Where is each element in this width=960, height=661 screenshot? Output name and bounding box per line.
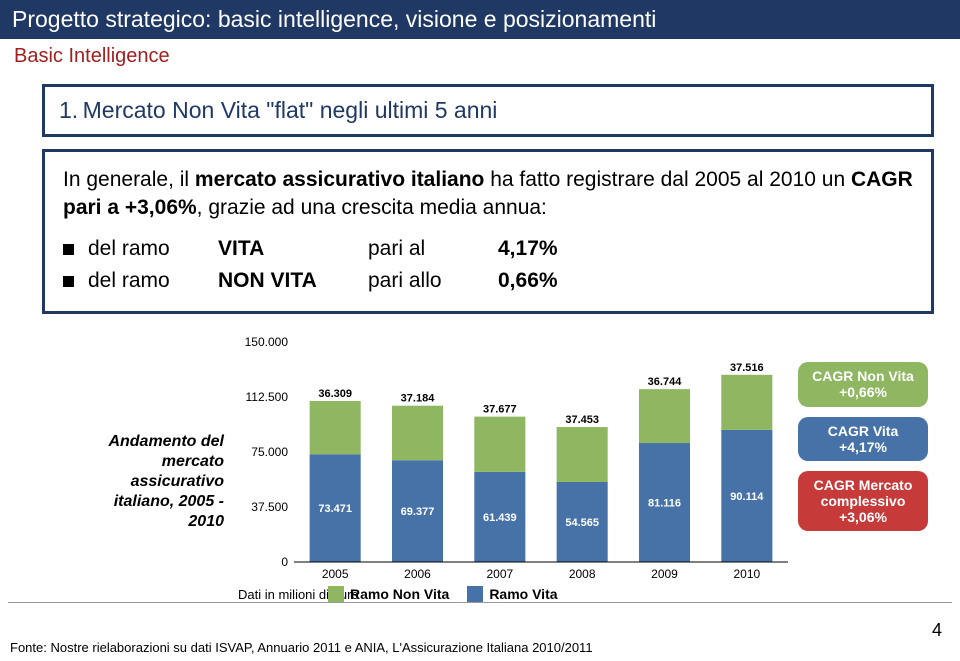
svg-text:37.677: 37.677 [483, 404, 517, 416]
chart-caption: Andamento del mercato assicurativo itali… [38, 332, 238, 532]
bullet-row: del ramoNON VITApari allo0,66% [63, 265, 913, 297]
svg-text:81.116: 81.116 [648, 498, 681, 510]
legend-label-nonvita: Ramo Non Vita [350, 586, 449, 602]
section-heading: Mercato Non Vita "flat" negli ultimi 5 a… [83, 97, 498, 123]
svg-text:69.377: 69.377 [401, 506, 435, 518]
svg-text:112.500: 112.500 [246, 390, 289, 404]
svg-text:37.184: 37.184 [401, 393, 436, 405]
svg-text:2006: 2006 [404, 567, 431, 581]
page-title: Progetto strategico: basic intelligence,… [0, 0, 960, 39]
page-number: 4 [932, 620, 942, 641]
body-text-box: In generale, il mercato assicurativo ita… [42, 149, 934, 314]
legend-item-nonvita: Ramo Non Vita [328, 586, 449, 602]
svg-text:36.309: 36.309 [318, 388, 352, 400]
legend-swatch-nonvita [328, 586, 344, 602]
caption-l3: assicurativo [131, 473, 224, 490]
svg-text:73.471: 73.471 [318, 503, 352, 515]
svg-text:2009: 2009 [651, 567, 678, 581]
lead-pre: In generale, il [63, 168, 195, 191]
svg-text:37.453: 37.453 [565, 414, 599, 426]
lead-b1: mercato assicurativo italiano [195, 168, 484, 191]
lead-paragraph: In generale, il mercato assicurativo ita… [63, 166, 913, 223]
svg-text:37.500: 37.500 [251, 500, 288, 514]
bullet-c2: NON VITA [218, 267, 368, 295]
section-heading-box: 1. Mercato Non Vita "flat" negli ultimi … [42, 84, 934, 137]
caption-l4: italiano, 2005 - [114, 493, 224, 510]
legend-swatch-vita [467, 586, 483, 602]
legend-item-vita: Ramo Vita [467, 586, 557, 602]
chart-legend: Ramo Non Vita Ramo Vita [328, 586, 558, 602]
bullet-c3: pari al [368, 235, 498, 263]
bullet-c2: VITA [218, 235, 368, 263]
badge-stack: CAGR Non Vita+0,66% CAGR Vita+4,17% CAGR M… [798, 362, 928, 541]
svg-text:2005: 2005 [322, 567, 349, 581]
bullet-c4: 4,17% [498, 235, 558, 263]
caption-l2: mercato [162, 453, 224, 470]
caption-l5: 2010 [188, 513, 224, 530]
bullet-c4: 0,66% [498, 267, 558, 295]
bullet-c1: del ramo [88, 267, 218, 295]
svg-text:2008: 2008 [569, 567, 596, 581]
svg-text:2007: 2007 [486, 567, 513, 581]
svg-text:54.565: 54.565 [565, 517, 599, 529]
bullet-c3: pari allo [368, 267, 498, 295]
bullet-list: del ramoVITApari al4,17%del ramoNON VITA… [63, 233, 913, 298]
page-subtitle: Basic Intelligence [0, 39, 960, 78]
footer-source: Fonte: Nostre rielaborazioni su dati ISV… [10, 640, 950, 655]
bullet-c1: del ramo [88, 235, 218, 263]
svg-text:0: 0 [281, 555, 288, 569]
lead-mid: ha fatto registrare dal 2005 al 2010 un [484, 168, 851, 191]
svg-text:75.000: 75.000 [251, 445, 288, 459]
cagr-badge: CAGR Vita+4,17% [798, 417, 928, 461]
section-number: 1. [59, 97, 78, 123]
bullet-marker [63, 276, 74, 287]
svg-text:90.114: 90.114 [730, 491, 764, 503]
lead-post: , grazie ad una crescita media annua: [197, 196, 547, 219]
svg-text:2010: 2010 [733, 567, 760, 581]
cagr-badge: CAGR Non Vita+0,66% [798, 362, 928, 406]
caption-l1: Andamento del [108, 433, 224, 450]
bullet-marker [63, 244, 74, 255]
svg-text:61.439: 61.439 [483, 512, 517, 524]
chart-container: 0 37.500 75.000 112.500 150.000 73.471 36.309 2… [238, 332, 938, 602]
svg-text:150.000: 150.000 [245, 335, 289, 349]
cagr-badge: CAGR Mercatocomplessivo+3,06% [798, 471, 928, 531]
footer-rule [8, 602, 952, 603]
svg-text:36.744: 36.744 [648, 377, 683, 389]
legend-label-vita: Ramo Vita [489, 586, 557, 602]
bullet-row: del ramoVITApari al4,17% [63, 233, 913, 265]
svg-text:37.516: 37.516 [730, 362, 764, 374]
